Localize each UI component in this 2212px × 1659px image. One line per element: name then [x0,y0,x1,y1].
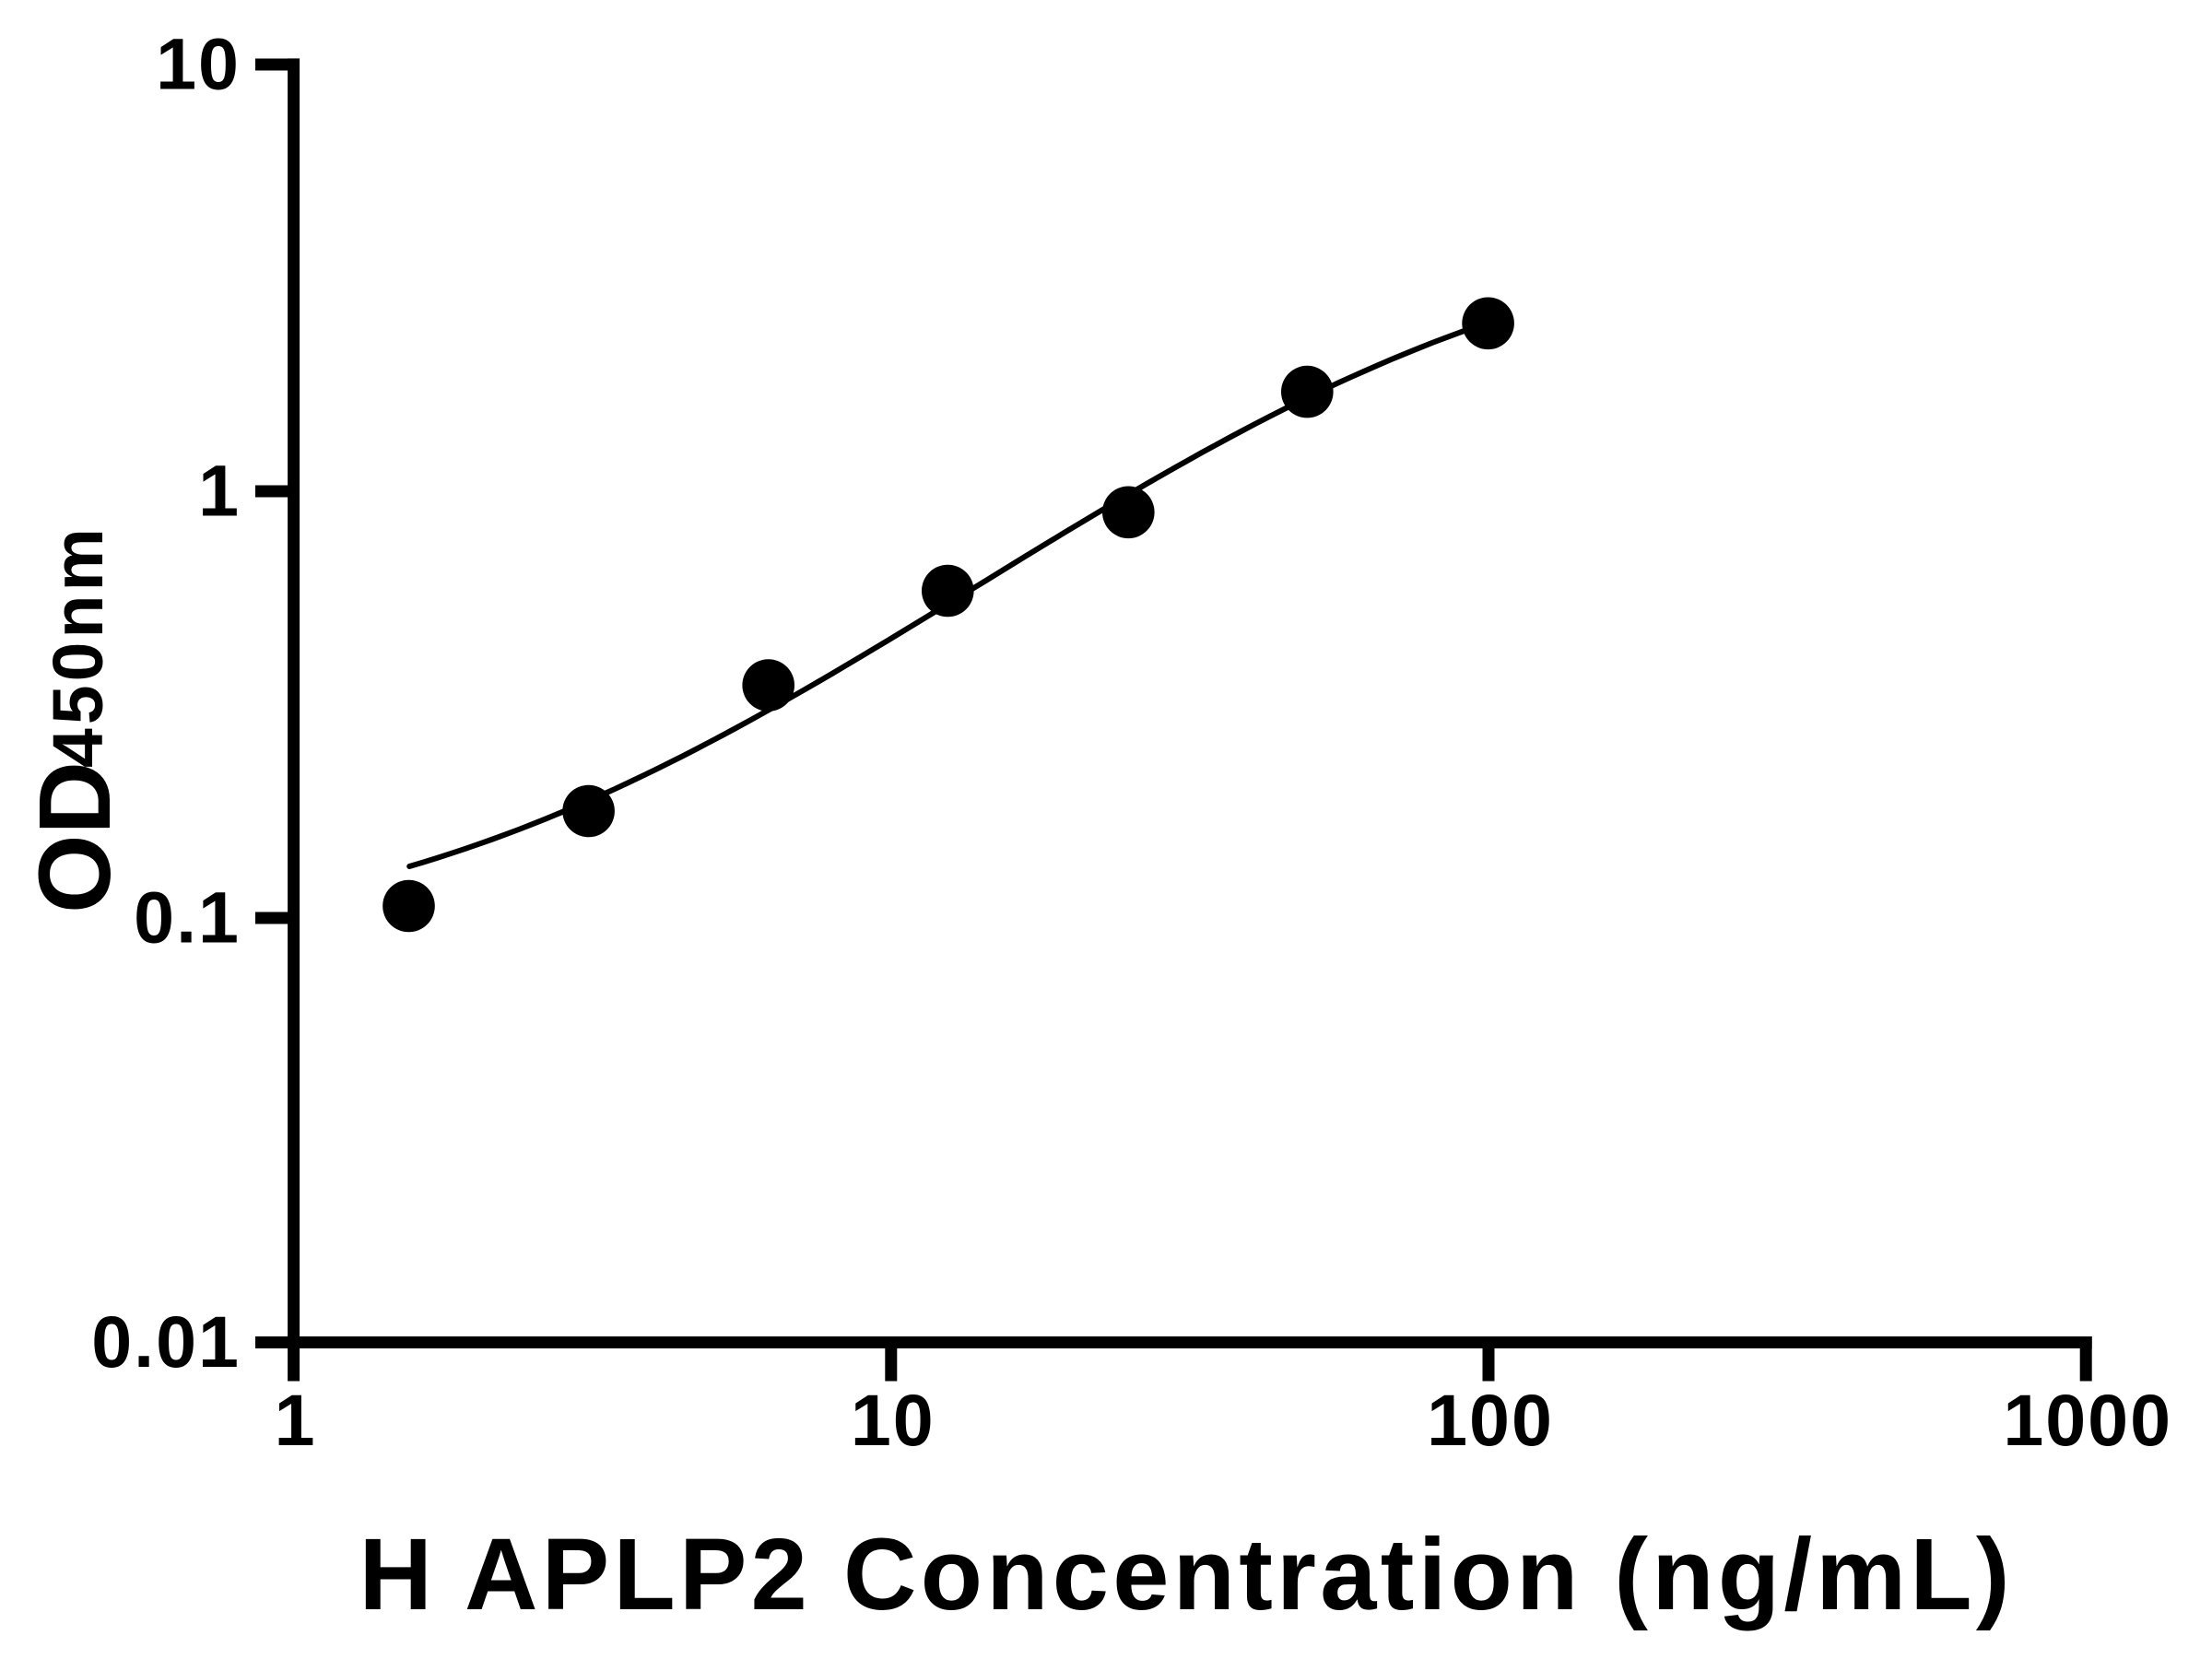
svg-text:0.01: 0.01 [91,1300,241,1382]
svg-text:1: 1 [198,450,241,532]
svg-text:10: 10 [156,23,241,105]
svg-text:10: 10 [851,1379,935,1461]
svg-text:H APLP2 Concentration (ng/mL): H APLP2 Concentration (ng/mL) [359,1518,2010,1631]
svg-text:0.1: 0.1 [134,877,241,959]
svg-text:1: 1 [275,1379,317,1461]
svg-text:100: 100 [1427,1379,1554,1461]
svg-text:1000: 1000 [2003,1379,2172,1461]
